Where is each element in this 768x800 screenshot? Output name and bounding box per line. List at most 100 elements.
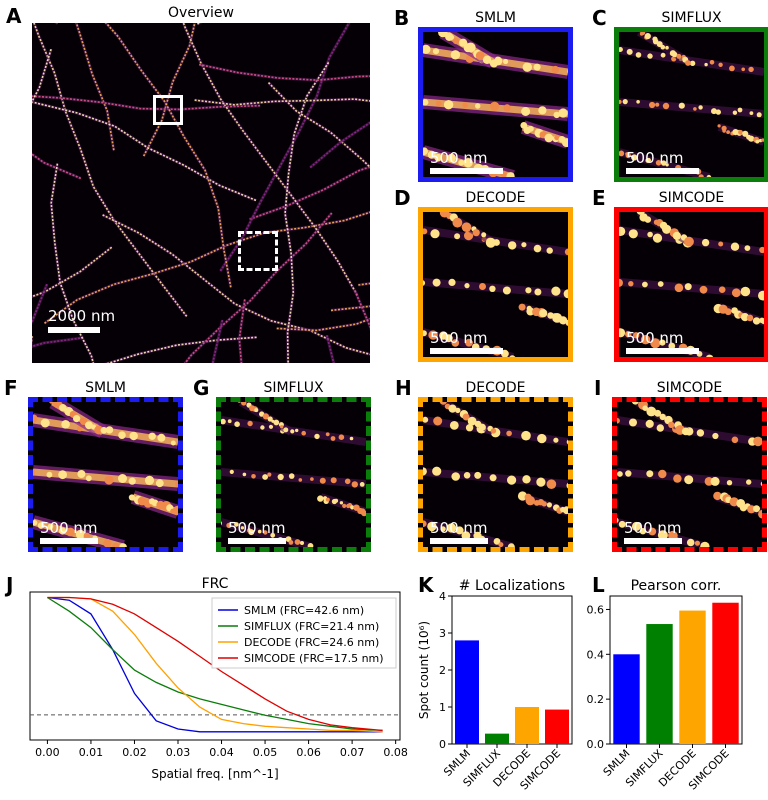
- localization-spot: [724, 308, 732, 316]
- localization-spot: [565, 319, 568, 326]
- localization-spot: [681, 427, 690, 436]
- frc-series-3: [47, 596, 383, 732]
- localizations-ylabel: Spot count (10⁶): [417, 621, 431, 719]
- scalebar-label: 500 nm: [624, 519, 682, 537]
- localization-spot: [33, 468, 36, 476]
- localization-spot: [267, 416, 273, 422]
- localization-spot: [268, 424, 274, 429]
- localization-spot: [546, 502, 552, 508]
- localization-spot: [541, 501, 547, 507]
- localization-spot: [554, 134, 560, 141]
- localization-spot: [444, 334, 453, 343]
- localization-spot: [474, 471, 482, 479]
- localization-spot: [432, 466, 442, 476]
- localization-spot: [706, 354, 714, 357]
- localization-spot: [267, 472, 272, 477]
- x-tick-label: 0.00: [35, 746, 60, 759]
- localization-spot: [726, 480, 733, 486]
- localization-spot: [562, 506, 568, 515]
- localization-spot: [443, 100, 454, 110]
- localization-spot: [432, 278, 441, 287]
- localization-spot: [553, 111, 560, 119]
- simflux-zoom-solid: 500 nm: [614, 27, 768, 182]
- localization-spot: [461, 531, 471, 540]
- localization-spot: [502, 286, 511, 295]
- localization-spot: [740, 286, 751, 297]
- localization-spot: [533, 244, 542, 253]
- x-tick-label: 0.04: [209, 746, 234, 759]
- localization-spot: [738, 129, 743, 135]
- localization-spot: [668, 421, 675, 428]
- localization-spot: [173, 505, 178, 516]
- localization-spot: [525, 496, 535, 506]
- localization-spot: [490, 428, 497, 434]
- localization-spot: [77, 470, 86, 478]
- scalebar: [228, 538, 286, 544]
- localization-spot: [748, 135, 755, 142]
- localization-spot: [660, 52, 666, 58]
- panel-label-e: E: [592, 186, 606, 210]
- localization-spot: [521, 430, 531, 441]
- localization-spot: [423, 228, 428, 235]
- localization-spot: [229, 469, 234, 474]
- localization-spot: [144, 475, 155, 485]
- localization-spot: [464, 283, 470, 289]
- legend-entry: SMLM (FRC=42.6 nm): [244, 604, 364, 617]
- localization-spot: [257, 529, 262, 534]
- localization-spot: [298, 478, 303, 482]
- localization-spot: [338, 434, 345, 440]
- localization-spot: [33, 520, 38, 526]
- panel-g-title: SIMFLUX: [263, 380, 324, 396]
- localization-spot: [440, 526, 446, 532]
- localization-spot: [647, 231, 653, 238]
- localization-spot: [478, 423, 486, 431]
- bar-simflux: [646, 624, 673, 744]
- x-tick-label: SMLM: [601, 747, 633, 779]
- panel-label-f: F: [4, 376, 18, 400]
- localization-spot: [744, 245, 751, 251]
- localization-spot: [461, 222, 472, 232]
- localization-spot: [344, 478, 351, 485]
- localizations-title: # Localizations: [459, 578, 565, 594]
- y-tick-label: 4: [439, 590, 446, 603]
- pearson-title: Pearson corr.: [631, 578, 722, 594]
- panel-label-d: D: [394, 186, 411, 210]
- simcode-zoom-dashed: 500 nm: [612, 397, 767, 552]
- bar-decode: [679, 610, 706, 744]
- localization-spot: [701, 238, 710, 247]
- localization-spot: [467, 416, 477, 426]
- panel-b-title: SMLM: [475, 10, 516, 26]
- localization-spot: [659, 339, 666, 346]
- localization-spot: [546, 479, 557, 489]
- scalebar: [626, 348, 699, 354]
- localization-spot: [538, 106, 547, 115]
- localization-spot: [729, 65, 735, 72]
- localization-spot: [423, 44, 431, 54]
- scalebar: [40, 538, 98, 544]
- panel-h-title: DECODE: [465, 380, 526, 396]
- localization-spot: [749, 111, 754, 115]
- localization-spot: [270, 532, 276, 538]
- localization-spot: [490, 101, 500, 111]
- localization-spot: [522, 62, 532, 72]
- localization-spot: [647, 53, 653, 59]
- localization-spot: [475, 51, 485, 61]
- localization-spot: [618, 520, 626, 528]
- localization-spot: [752, 317, 761, 325]
- localization-spot: [248, 529, 255, 536]
- localization-spot: [427, 150, 436, 159]
- localization-spot: [652, 233, 663, 243]
- bar-simflux: [485, 733, 509, 744]
- scalebar: [626, 168, 699, 174]
- localization-spot: [619, 226, 626, 236]
- localization-spot: [644, 216, 652, 223]
- localization-spot: [521, 242, 527, 248]
- filament: [105, 23, 232, 288]
- localization-spot: [463, 472, 471, 479]
- frc-series-2: [47, 596, 383, 733]
- localization-spot: [731, 288, 741, 298]
- localization-spot: [234, 522, 239, 527]
- localization-spot: [564, 248, 568, 256]
- localization-spot: [118, 474, 127, 483]
- panel-label-b: B: [394, 6, 410, 30]
